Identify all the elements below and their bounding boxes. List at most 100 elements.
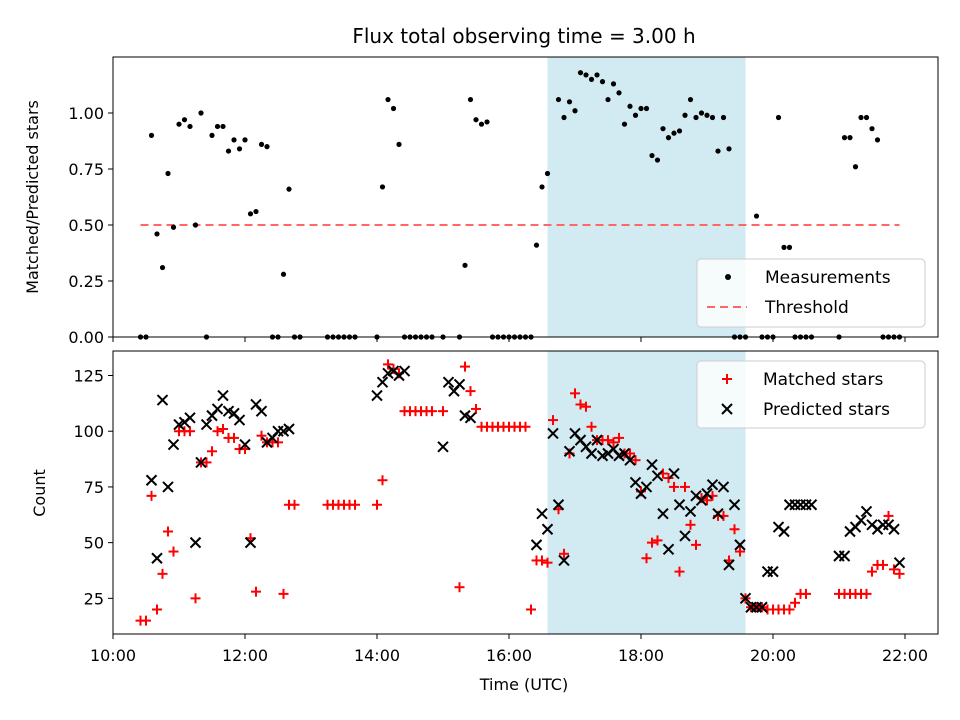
measurement-point — [258, 141, 265, 147]
matched-star-point — [229, 432, 239, 443]
matched-star-point — [702, 495, 712, 506]
predicted-star-point — [756, 601, 768, 613]
matched-star-point — [559, 548, 569, 559]
measurement-point — [698, 110, 705, 116]
predicted-star-point — [272, 425, 284, 437]
measurement-point — [693, 114, 699, 121]
matched-star-point — [625, 448, 635, 459]
measurement-point — [858, 114, 864, 121]
predicted-star-point — [728, 499, 741, 511]
matched-star-point — [784, 604, 795, 615]
measurement-point — [467, 96, 474, 103]
matched-star-point — [801, 588, 811, 599]
predicted-star-point — [376, 376, 389, 388]
predicted-star-point — [398, 365, 411, 377]
measurement-point — [220, 123, 226, 130]
y-tick-label: 1.00 — [68, 104, 104, 123]
predicted-star-point — [151, 552, 163, 564]
top-y-axis-label: Matched/Predicted stars — [23, 100, 42, 294]
predicted-star-point — [442, 376, 455, 388]
measurement-point — [539, 184, 545, 190]
measurement-point — [786, 244, 793, 250]
x-tick-label: 22:00 — [882, 646, 928, 665]
predicted-star-point — [651, 470, 664, 482]
matched-star-point — [575, 399, 586, 410]
bottom-x-ticks: 10:00 12:00 14:00 16:00 18:00 20:00 22:00 — [90, 634, 928, 665]
matched-star-point — [652, 535, 663, 546]
measurement-point — [176, 121, 182, 127]
matched-star-point — [790, 597, 800, 608]
predicted-star-point — [629, 476, 642, 489]
chart-title: Flux total observing time = 3.00 h — [352, 24, 695, 48]
matched-star-point — [256, 430, 267, 441]
x-tick-label: 20:00 — [750, 646, 796, 665]
matched-star-point — [608, 437, 619, 448]
legend-marker-predicted — [721, 403, 733, 415]
bottom-y-ticks: 25 50 75 100 125 — [73, 367, 113, 608]
matched-star-point — [383, 359, 393, 370]
matched-star-point — [190, 593, 201, 604]
top-panel: 0.00 0.25 0.50 0.75 1.00 Matched/Predicted s… — [23, 56, 939, 347]
top-y-ticks: 0.00 0.25 0.50 0.75 1.00 — [68, 104, 113, 347]
matched-star-point — [218, 423, 228, 434]
legend-label-matched: Matched stars — [763, 370, 883, 390]
measurement-point — [588, 76, 595, 82]
measurement-point — [462, 262, 468, 268]
matched-star-point — [894, 568, 905, 579]
matched-star-point — [691, 539, 701, 550]
predicted-star-point — [195, 456, 207, 469]
predicted-star-point — [283, 423, 295, 435]
matched-star-point — [603, 435, 613, 446]
measurement-point — [566, 99, 573, 105]
predicted-star-point — [662, 543, 675, 556]
matched-star-point — [586, 421, 597, 432]
predicted-star-point — [833, 550, 845, 562]
matched-star-point — [471, 403, 481, 414]
predicted-star-point — [530, 539, 543, 551]
predicted-star-point — [552, 499, 565, 511]
measurement-point — [638, 105, 644, 112]
matched-star-point — [152, 604, 162, 615]
matched-star-point — [377, 475, 388, 486]
measurement-point — [715, 148, 721, 154]
predicted-star-point — [239, 438, 251, 451]
y-tick-label: 75 — [84, 478, 104, 497]
measurement-point — [280, 271, 287, 277]
matched-star-point — [454, 582, 465, 593]
y-tick-label: 50 — [84, 534, 104, 553]
bottom-plot-frame — [112, 350, 939, 635]
predicted-star-point — [778, 525, 790, 538]
predicted-star-point — [162, 481, 174, 493]
measurement-point — [654, 157, 661, 163]
matched-star-point — [168, 546, 179, 557]
predicted-star-point — [558, 554, 570, 567]
matched-star-point — [157, 568, 168, 579]
measurement-point — [863, 114, 870, 121]
measurement-point — [847, 135, 853, 141]
measurement-point — [599, 79, 606, 85]
y-tick-label: 0.50 — [68, 216, 104, 235]
predicted-star-point — [805, 499, 818, 511]
measurement-point — [665, 135, 672, 141]
measurement-point — [187, 123, 193, 130]
matched-star-point — [669, 481, 679, 492]
measurement-point — [561, 114, 567, 121]
measurement-point — [594, 72, 600, 78]
predicted-star-point — [789, 499, 801, 511]
predicted-star-point — [453, 378, 466, 391]
predicted-star-point — [156, 394, 169, 406]
measurement-point — [192, 222, 199, 228]
measurement-point — [396, 141, 402, 147]
legend-label-measurements: Measurements — [765, 268, 891, 288]
predicted-star-point — [668, 467, 680, 480]
measurement-point — [198, 110, 204, 116]
measurement-point — [874, 137, 881, 143]
predicted-star-point — [646, 458, 658, 471]
bottom-y-axis-label: Count — [30, 469, 49, 517]
measurement-point — [616, 90, 622, 96]
measurement-point — [159, 264, 166, 271]
matched-star-point — [883, 510, 894, 521]
measurement-point — [781, 244, 787, 250]
measurement-point — [852, 164, 859, 170]
